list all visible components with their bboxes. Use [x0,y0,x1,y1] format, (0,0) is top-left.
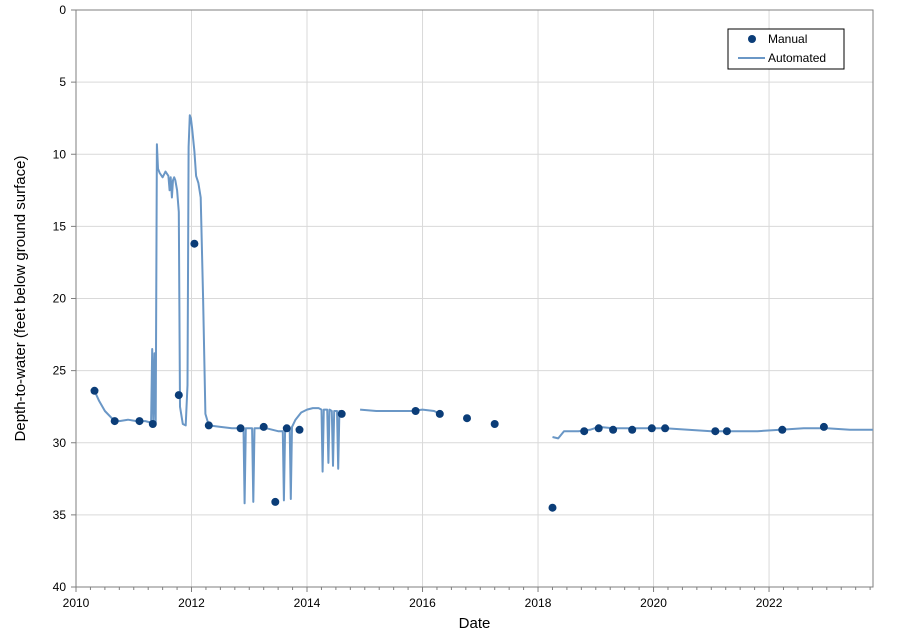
manual-data-point [90,386,99,395]
manual-data-point [548,503,557,512]
x-axis-ticks: 2010 2012 2014 2016 2018 2020 2022 [63,587,871,610]
manual-data-point [594,424,603,433]
y-tick-label: 20 [53,292,67,306]
x-tick-label: 2010 [63,596,90,610]
y-tick-label: 30 [53,436,67,450]
y-tick-label: 5 [59,75,66,89]
x-tick-label: 2018 [525,596,552,610]
manual-data-point [490,420,499,428]
manual-data-point [711,427,720,436]
legend-manual-label: Manual [768,32,807,46]
manual-data-point [110,417,119,426]
automated-line-segment [93,114,343,505]
manual-data-point [661,424,670,433]
legend-automated-label: Automated [768,51,826,65]
manual-data-point [628,425,637,434]
manual-data-point [722,427,731,436]
manual-data-point [271,497,280,506]
manual-data-point [148,420,157,428]
x-tick-label: 2022 [756,596,783,610]
y-tick-label: 25 [53,364,67,378]
grid-lines [75,9,873,588]
x-tick-label: 2012 [178,596,205,610]
manual-data-point [204,421,213,430]
manual-data-point [337,409,346,418]
manual-data-point [190,239,199,248]
manual-data-point [174,391,183,400]
y-tick-label: 15 [53,219,67,233]
x-tick-label: 2014 [294,596,321,610]
x-tick-label: 2020 [640,596,667,610]
y-tick-label: 35 [53,508,67,522]
manual-data-point [236,424,245,433]
manual-data-point [135,417,144,426]
legend: Manual Automated [727,28,845,70]
manual-data-point [647,424,656,433]
y-tick-label: 10 [53,147,67,161]
manual-data-point [295,425,304,434]
manual-data-point [609,425,618,434]
y-axis-ticks: 0 5 10 15 20 25 30 35 40 [53,3,76,594]
manual-data-point [282,424,291,433]
y-tick-label: 0 [59,3,66,17]
automated-line-segment [360,408,441,415]
y-tick-label: 40 [53,580,67,594]
y-axis-title: Depth-to-water (feet below ground surfac… [12,156,29,442]
manual-data-point [819,422,828,431]
manual-data-point [463,414,471,423]
manual-series [90,239,828,512]
manual-data-point [259,422,268,431]
legend-box [727,28,845,70]
manual-data-point [778,425,787,434]
x-axis-title: Date [459,615,491,632]
manual-data-point [580,427,589,436]
legend-manual-marker [748,35,756,43]
x-tick-label: 2016 [409,596,436,610]
manual-data-point [411,407,420,415]
manual-data-point [435,409,444,418]
